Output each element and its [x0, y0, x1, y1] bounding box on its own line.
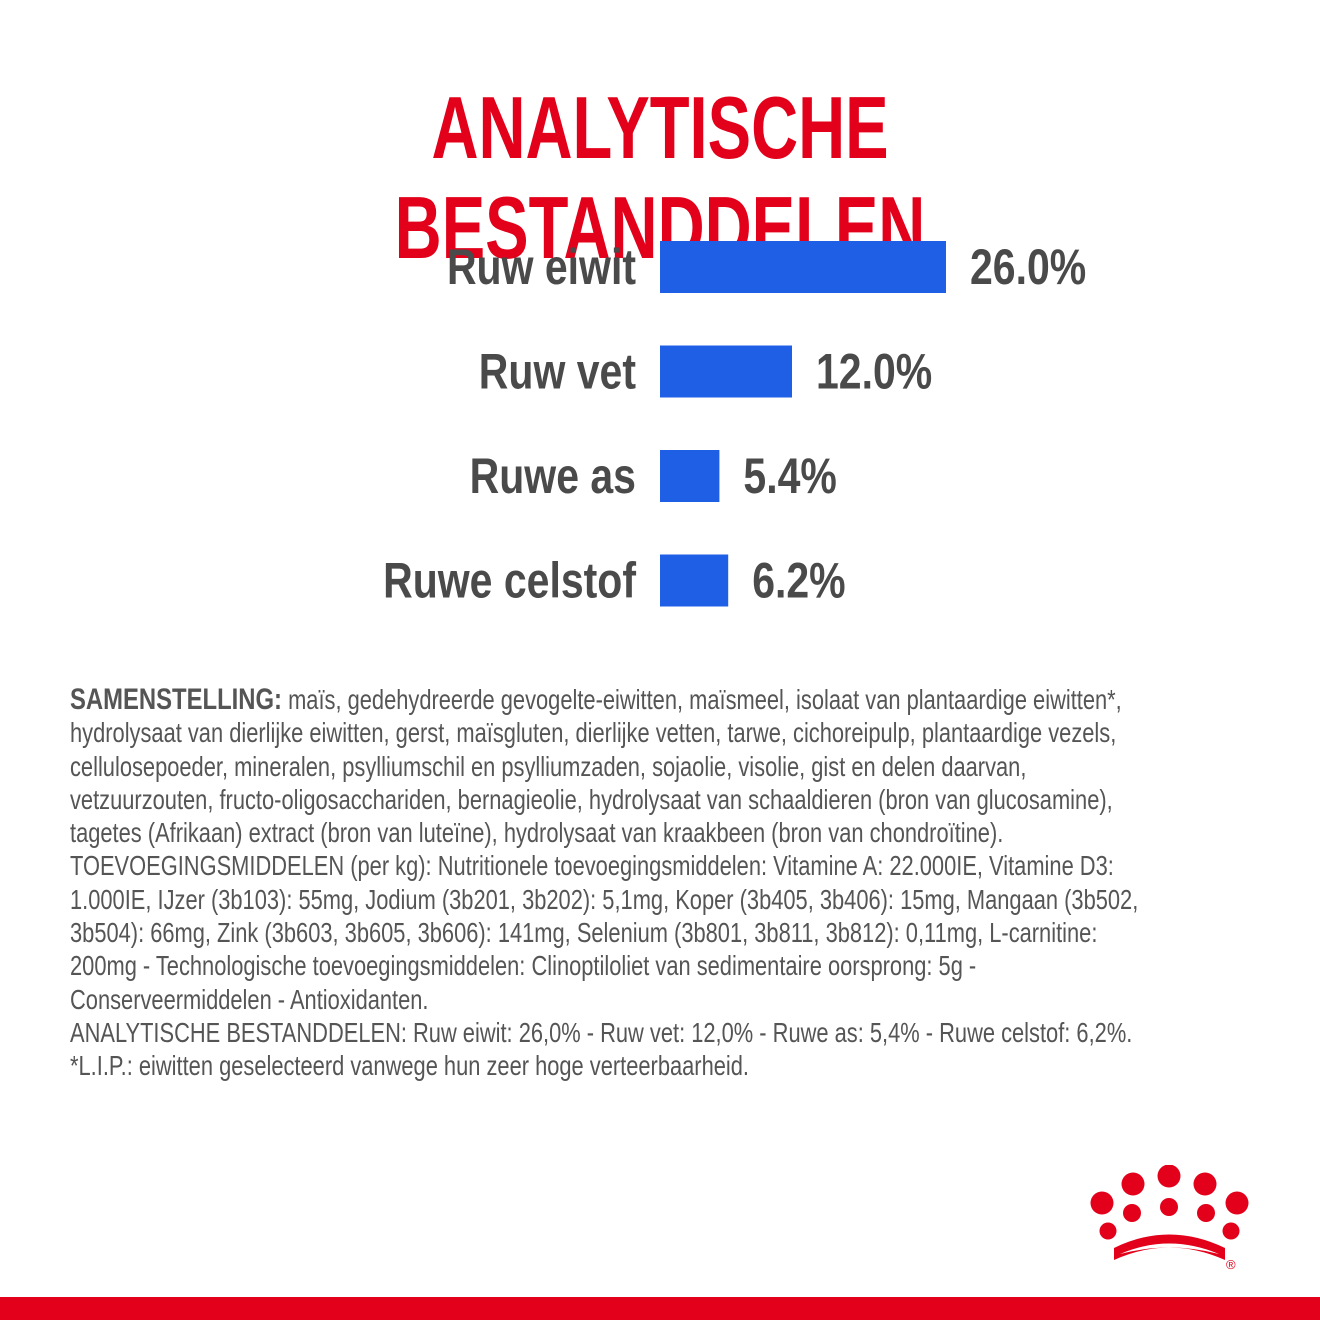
category-label: Ruw eiwit — [447, 239, 636, 295]
value-label: 12.0% — [816, 344, 932, 400]
composition-line-6: 1.000IE, IJzer (3b103): 55mg, Jodium (3b… — [70, 883, 1139, 915]
composition-text: SAMENSTELLING: maïs, gedehydreerde gevog… — [70, 683, 1231, 1083]
bar — [660, 241, 946, 293]
crown-icon: ® — [1090, 1165, 1249, 1272]
page-title: ANALYTISCHE BESTANDDELEN — [394, 78, 926, 277]
bar — [660, 450, 720, 502]
composition-line-1: hydrolysaat van dierlijke eiwitten, gers… — [70, 717, 1117, 749]
composition-line-8: 200mg - Technologische toevoegingsmiddel… — [70, 950, 977, 982]
composition-line-11: *L.I.P.: eiwitten geselecteerd vanwege h… — [70, 1050, 750, 1082]
composition-heading: SAMENSTELLING: — [70, 683, 283, 716]
category-label: Ruwe celstof — [383, 553, 637, 609]
composition-line-5: TOEVOEGINGSMIDDELEN (per kg): Nutritione… — [70, 850, 1114, 882]
composition-line-0: SAMENSTELLING: maïs, gedehydreerde gevog… — [70, 683, 1231, 716]
value-label: 6.2% — [752, 553, 845, 609]
composition-line-9: Conserveermiddelen - Antioxidanten. — [70, 983, 429, 1015]
composition-line-7: 3b504): 66mg, Zink (3b603, 3b605, 3b606)… — [70, 917, 1098, 949]
bottom-bar — [0, 1297, 1320, 1320]
composition-line-3: vetzuurzouten, fructo-oligosacchariden, … — [70, 783, 1113, 815]
bar — [660, 554, 729, 607]
registered-mark: ® — [1226, 1257, 1236, 1272]
composition-line-10: ANALYTISCHE BESTANDDELEN: Ruw eiwit: 26,… — [70, 1016, 1133, 1048]
bar — [660, 345, 792, 398]
value-label: 26.0% — [970, 239, 1086, 295]
category-label: Ruw vet — [479, 344, 636, 400]
composition-line-2: cellulosepoeder, mineralen, psylliumschi… — [70, 750, 1027, 782]
bar-chart: Ruw eiwit 26.0% Ruw vet 12.0% Ruwe as 5.4% Ruw… — [383, 239, 1086, 609]
value-label: 5.4% — [743, 448, 836, 504]
composition-line-4: tagetes (Afrikaan) extract (bron van lut… — [70, 817, 1004, 849]
category-label: Ruwe as — [470, 448, 636, 504]
composition-line-text: maïs, gedehydreerde gevogelte-eiwitten, … — [282, 684, 1122, 715]
